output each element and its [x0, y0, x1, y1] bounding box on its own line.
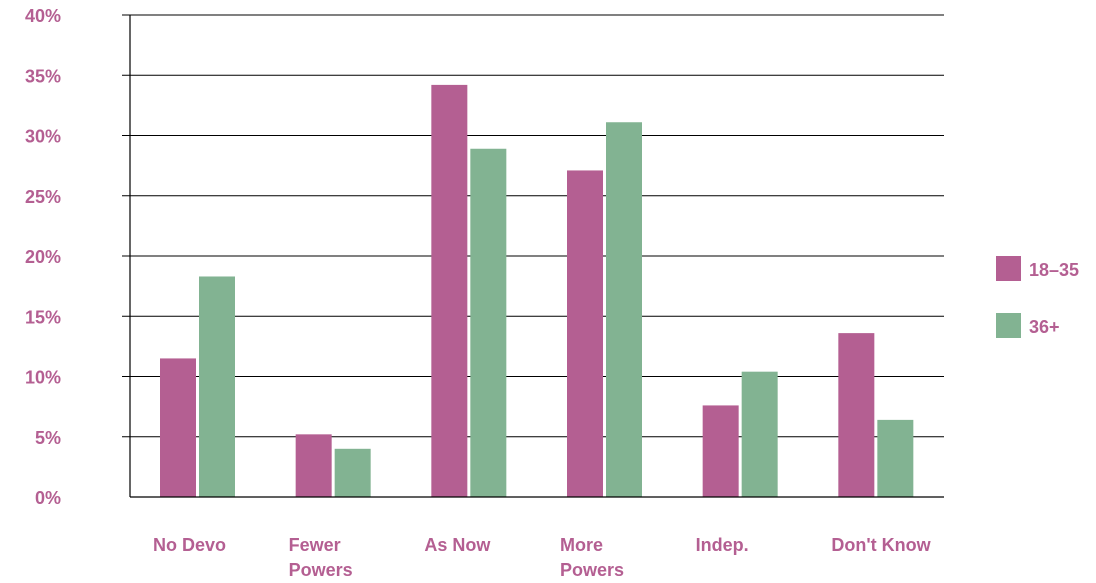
axes	[129, 15, 944, 498]
legend-label: 36+	[1029, 317, 1060, 337]
x-category-label: No Devo	[153, 535, 226, 555]
y-tick-label: 0%	[35, 488, 61, 508]
gridlines	[122, 14, 944, 438]
x-category-label: Don't Know	[831, 535, 931, 555]
bar-series1	[431, 84, 468, 497]
legend-swatch	[996, 313, 1021, 338]
bar-series1	[702, 405, 739, 497]
y-tick-label: 10%	[25, 368, 61, 388]
legend: 18–35 36+	[996, 256, 1079, 338]
bar-series1	[295, 434, 332, 497]
x-axis-labels: No Devo Fewer Powers As Now More Powers Indep.…	[153, 535, 932, 580]
y-tick-label: 25%	[25, 187, 61, 207]
bar-series1	[838, 333, 875, 497]
bar-series2	[470, 148, 507, 497]
x-category-label: More Powers	[560, 535, 624, 580]
y-tick-label: 15%	[25, 307, 61, 327]
y-axis-ticks: 0% 5% 10% 15% 20% 25% 30% 35% 40%	[25, 6, 61, 508]
bar-series1	[160, 358, 196, 497]
bars	[160, 84, 914, 498]
y-tick-label: 30%	[25, 127, 61, 147]
y-tick-label: 5%	[35, 428, 61, 448]
x-category-label-line: Fewer	[289, 535, 341, 555]
bar-series2	[606, 122, 642, 498]
y-tick-label: 35%	[25, 66, 61, 86]
bar-series2	[199, 276, 235, 497]
x-category-label: As Now	[424, 535, 491, 555]
x-category-label-line: Powers	[560, 560, 624, 580]
x-category-label-line: Don't Know	[831, 535, 931, 555]
x-category-label-line: Powers	[289, 560, 353, 580]
x-category-label-line: Indep.	[696, 535, 749, 555]
x-category-label-line: More	[560, 535, 603, 555]
x-category-label: Indep.	[696, 535, 749, 555]
legend-swatch	[996, 256, 1021, 281]
bar-series2	[741, 371, 778, 497]
x-category-label-line: As Now	[424, 535, 491, 555]
x-category-label: Fewer Powers	[289, 535, 353, 580]
x-category-label-line: No Devo	[153, 535, 226, 555]
bar-series2	[334, 448, 371, 497]
bar-series2	[877, 419, 914, 497]
legend-label: 18–35	[1029, 260, 1079, 280]
y-tick-label: 20%	[25, 247, 61, 267]
bar-series1	[567, 170, 603, 497]
y-tick-label: 40%	[25, 6, 61, 26]
